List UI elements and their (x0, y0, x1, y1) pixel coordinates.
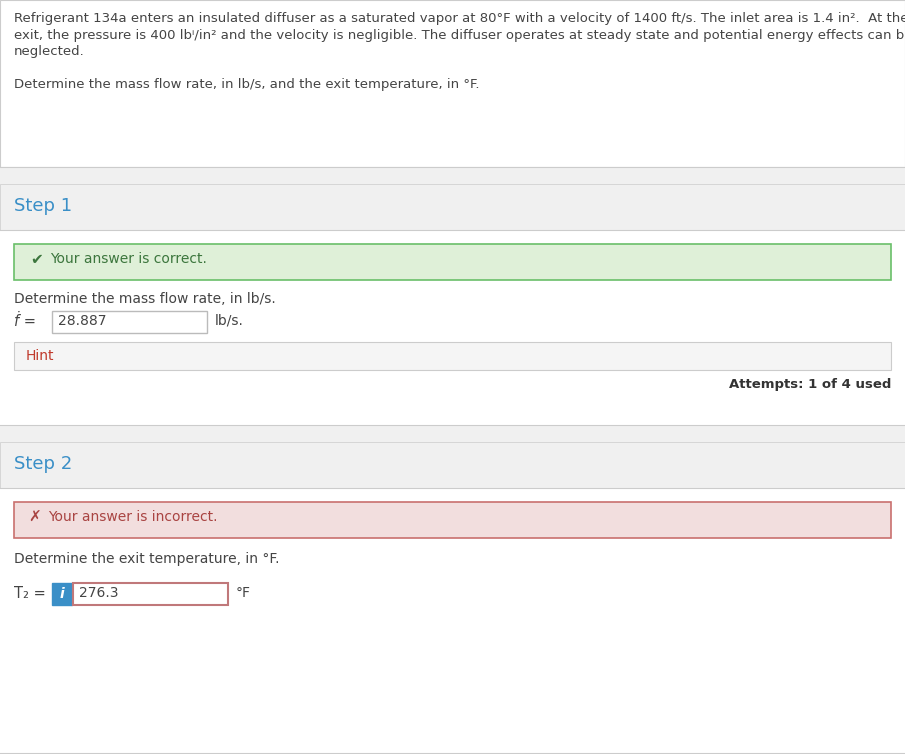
Text: Your answer is incorrect.: Your answer is incorrect. (48, 510, 217, 524)
Bar (0, 0, 905, 167)
Text: ✔: ✔ (30, 252, 43, 267)
Bar (52, 583, 72, 605)
Text: neglected.: neglected. (14, 45, 85, 58)
Text: Determine the mass flow rate, in lb/s, and the exit temperature, in °F.: Determine the mass flow rate, in lb/s, a… (14, 78, 480, 91)
Text: °F: °F (236, 586, 251, 600)
Bar (0, 425, 905, 442)
Text: 276.3: 276.3 (79, 586, 119, 600)
Bar (0, 442, 905, 488)
Text: 28.887: 28.887 (58, 314, 107, 328)
Bar (0, 488, 905, 754)
Bar (73, 583, 228, 605)
Bar (0, 230, 905, 425)
Text: Determine the exit temperature, in °F.: Determine the exit temperature, in °F. (14, 552, 280, 566)
Bar (52, 311, 207, 333)
Text: i: i (60, 587, 64, 601)
Text: T₂ =: T₂ = (14, 586, 46, 601)
Bar (0, 167, 905, 184)
Text: Determine the mass flow rate, in lb/s.: Determine the mass flow rate, in lb/s. (14, 292, 276, 306)
Text: Step 1: Step 1 (14, 197, 72, 215)
Bar (0, 184, 905, 230)
Bar (14, 244, 891, 280)
Text: lb/s.: lb/s. (215, 314, 243, 328)
Text: ✗: ✗ (28, 510, 41, 525)
Text: ḟ =: ḟ = (14, 314, 36, 329)
Bar (14, 502, 891, 538)
Text: Attempts: 1 of 4 used: Attempts: 1 of 4 used (729, 378, 891, 391)
Text: Step 2: Step 2 (14, 455, 72, 473)
Text: Hint: Hint (26, 349, 54, 363)
Text: Refrigerant 134a enters an insulated diffuser as a saturated vapor at 80°F with : Refrigerant 134a enters an insulated dif… (14, 12, 905, 25)
Text: exit, the pressure is 400 lbⁱ/in² and the velocity is negligible. The diffuser o: exit, the pressure is 400 lbⁱ/in² and th… (14, 29, 905, 41)
Text: Your answer is correct.: Your answer is correct. (50, 252, 207, 266)
Bar (14, 342, 891, 370)
